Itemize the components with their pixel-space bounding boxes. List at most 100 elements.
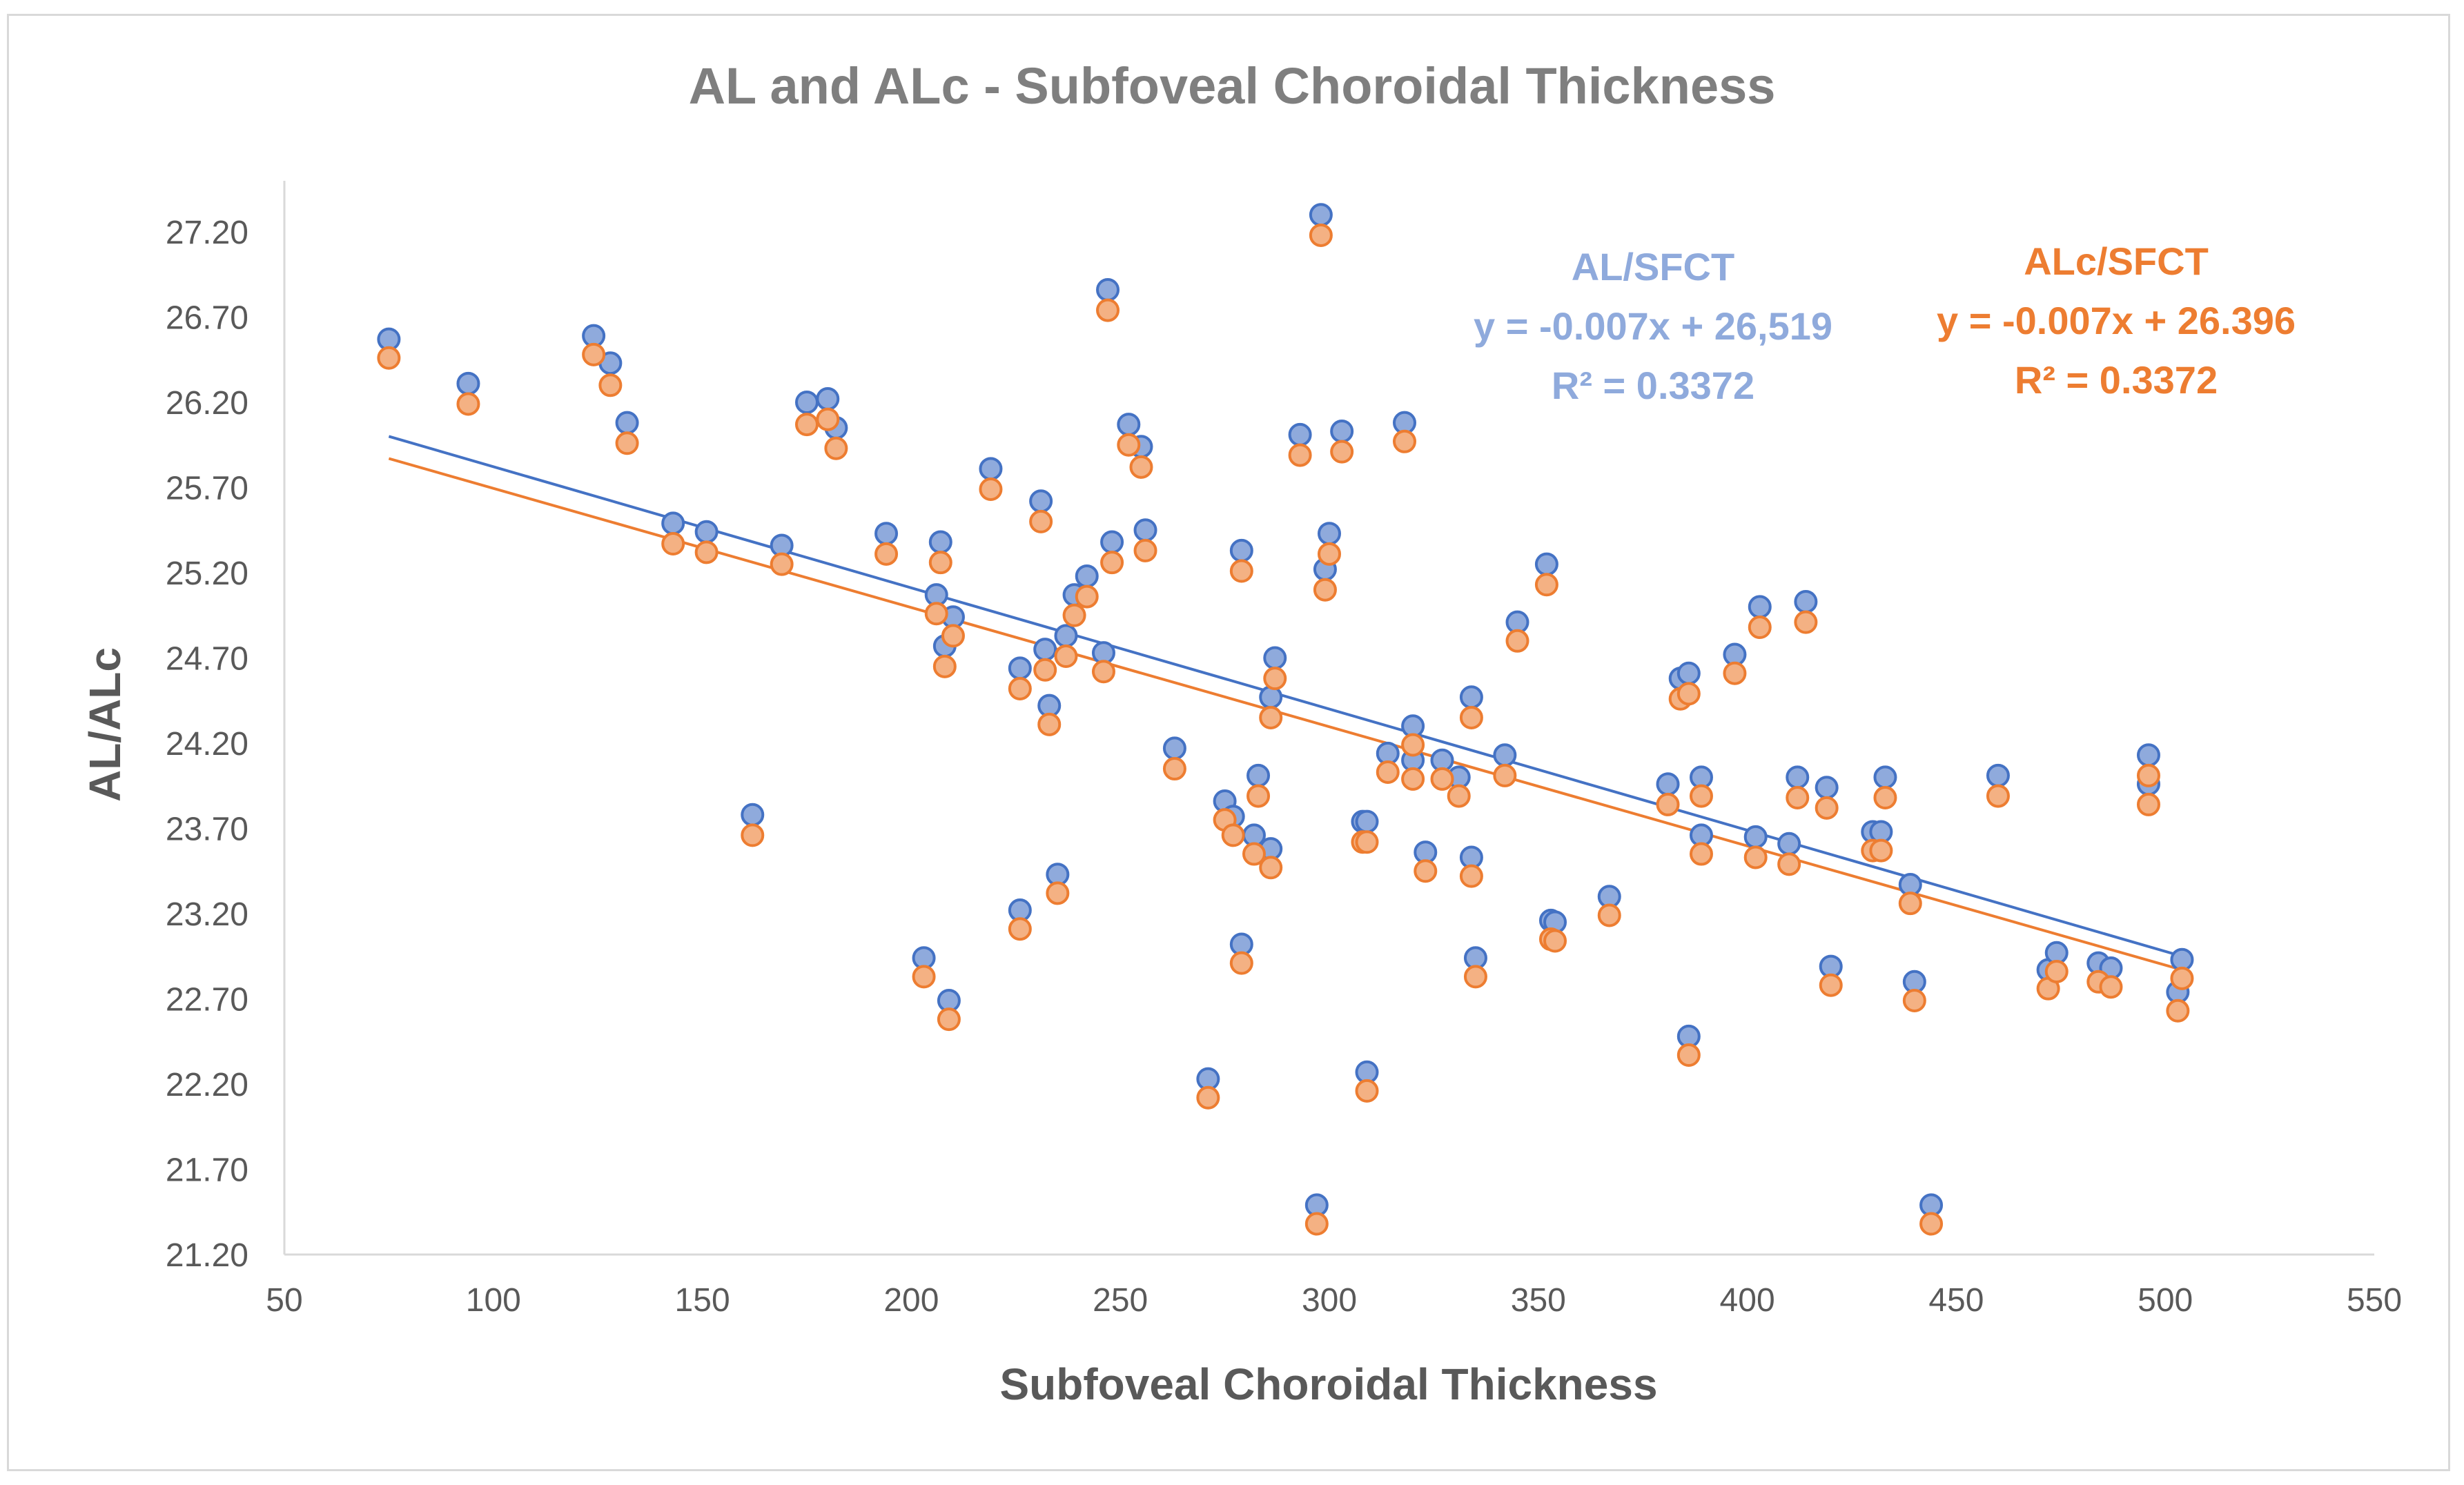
al-point bbox=[1033, 638, 1057, 662]
alc-trend-label: ALc/SFCT bbox=[2024, 239, 2209, 283]
al-point bbox=[1777, 832, 1801, 856]
alc-point bbox=[1355, 1079, 1379, 1103]
alc-point bbox=[1534, 573, 1558, 597]
y-tick-label: 24.70 bbox=[166, 641, 248, 678]
al-point bbox=[1534, 552, 1558, 576]
alc-point bbox=[1543, 929, 1567, 953]
alc-point bbox=[1246, 784, 1271, 808]
al-point bbox=[741, 803, 765, 827]
alc-point bbox=[1786, 786, 1810, 810]
al-point bbox=[928, 530, 952, 554]
x-axis-title: Subfoveal Choroidal Thickness bbox=[999, 1359, 1657, 1409]
alc-point bbox=[1676, 682, 1701, 706]
alc-point bbox=[1196, 1085, 1220, 1110]
al-trendline bbox=[388, 435, 2182, 958]
al-point bbox=[1100, 530, 1124, 554]
al-point bbox=[1318, 522, 1341, 546]
al-point bbox=[1054, 624, 1078, 648]
alc-point bbox=[1008, 676, 1032, 700]
alc-point bbox=[1062, 603, 1086, 627]
alc-point bbox=[1459, 864, 1483, 888]
al-point bbox=[1008, 656, 1032, 680]
alc-point bbox=[1318, 542, 1341, 566]
al-point bbox=[1330, 419, 1354, 443]
alc-point bbox=[1263, 667, 1287, 691]
axes: 50 100 150 200 250 300 350 400 450 500 550 21.20 21.… bbox=[166, 181, 2402, 1319]
al-point bbox=[1117, 413, 1141, 437]
alc-point bbox=[1748, 616, 1772, 640]
alc-point bbox=[928, 551, 952, 575]
chart-frame bbox=[7, 14, 2450, 1471]
al-point bbox=[1246, 763, 1271, 787]
alc-point bbox=[1723, 661, 1747, 685]
trendlines bbox=[388, 435, 2182, 972]
y-tick-label: 25.20 bbox=[166, 555, 248, 592]
alc-point bbox=[1008, 917, 1032, 941]
alc-point bbox=[1919, 1212, 1944, 1236]
alc-point bbox=[1463, 965, 1487, 989]
alc-point bbox=[1819, 973, 1843, 997]
al-point bbox=[456, 371, 480, 395]
alc-point bbox=[1355, 830, 1379, 854]
alc-point bbox=[694, 540, 718, 564]
alc-point bbox=[1259, 705, 1283, 729]
alc-point bbox=[1794, 610, 1818, 634]
y-tick-label: 23.70 bbox=[166, 812, 248, 848]
y-tick-label: 24.20 bbox=[166, 726, 248, 763]
al-point bbox=[1288, 422, 1312, 446]
al-point bbox=[1355, 809, 1379, 834]
alc-point bbox=[1777, 852, 1801, 876]
al-point bbox=[1748, 595, 1772, 619]
al-point bbox=[816, 387, 840, 411]
al-point bbox=[795, 391, 819, 414]
y-tick-label: 22.70 bbox=[166, 982, 248, 1019]
alc-point bbox=[2044, 959, 2069, 983]
al-point bbox=[1259, 685, 1283, 709]
al-point bbox=[1873, 765, 1897, 789]
alc-point bbox=[598, 373, 623, 397]
al-point bbox=[1743, 825, 1768, 849]
al-point bbox=[874, 522, 899, 546]
alc-point bbox=[1242, 842, 1266, 866]
alc-point bbox=[1447, 784, 1471, 808]
alc-point bbox=[924, 602, 948, 626]
alc-point bbox=[615, 431, 639, 455]
alc-point bbox=[941, 624, 965, 648]
x-tick-label: 500 bbox=[2138, 1282, 2193, 1319]
alc-point bbox=[1100, 551, 1124, 575]
alc-point bbox=[2099, 975, 2123, 999]
al-trend-label: AL/SFCT bbox=[1572, 245, 1734, 288]
y-tick-label: 26.70 bbox=[166, 300, 248, 337]
y-tick-label: 27.20 bbox=[166, 215, 248, 251]
x-tick-label: 400 bbox=[1720, 1282, 1775, 1319]
x-tick-label: 450 bbox=[1928, 1282, 1984, 1319]
alc-point bbox=[377, 346, 401, 370]
x-tick-label: 250 bbox=[1093, 1282, 1148, 1319]
alc-point bbox=[912, 965, 936, 989]
alc-point bbox=[1898, 892, 1922, 916]
al-point bbox=[1459, 685, 1483, 709]
alc-point bbox=[2166, 999, 2190, 1023]
chart-title: AL and ALc - Subfoveal Choroidal Thickne… bbox=[689, 57, 1776, 115]
alc-point bbox=[1743, 845, 1768, 869]
alc-point bbox=[1288, 443, 1312, 467]
x-tick-label: 150 bbox=[675, 1282, 730, 1319]
al-point bbox=[979, 457, 1003, 481]
al-point bbox=[1029, 489, 1053, 513]
alc-point bbox=[582, 342, 606, 366]
alc-point bbox=[1376, 760, 1400, 784]
al-point bbox=[1676, 661, 1701, 685]
data-points bbox=[377, 203, 2194, 1236]
alc-point bbox=[1493, 763, 1517, 787]
alc-point bbox=[1689, 784, 1713, 808]
alc-point bbox=[1430, 767, 1454, 791]
alc-point bbox=[1029, 509, 1053, 533]
alc-point bbox=[1401, 767, 1425, 791]
al-point bbox=[1096, 277, 1120, 302]
alc-point bbox=[1091, 660, 1115, 684]
al-point bbox=[1162, 736, 1186, 760]
al-point bbox=[1309, 203, 1333, 227]
alc-point bbox=[1309, 223, 1333, 247]
alc-point bbox=[1330, 440, 1354, 464]
x-tick-label: 550 bbox=[2347, 1282, 2402, 1319]
